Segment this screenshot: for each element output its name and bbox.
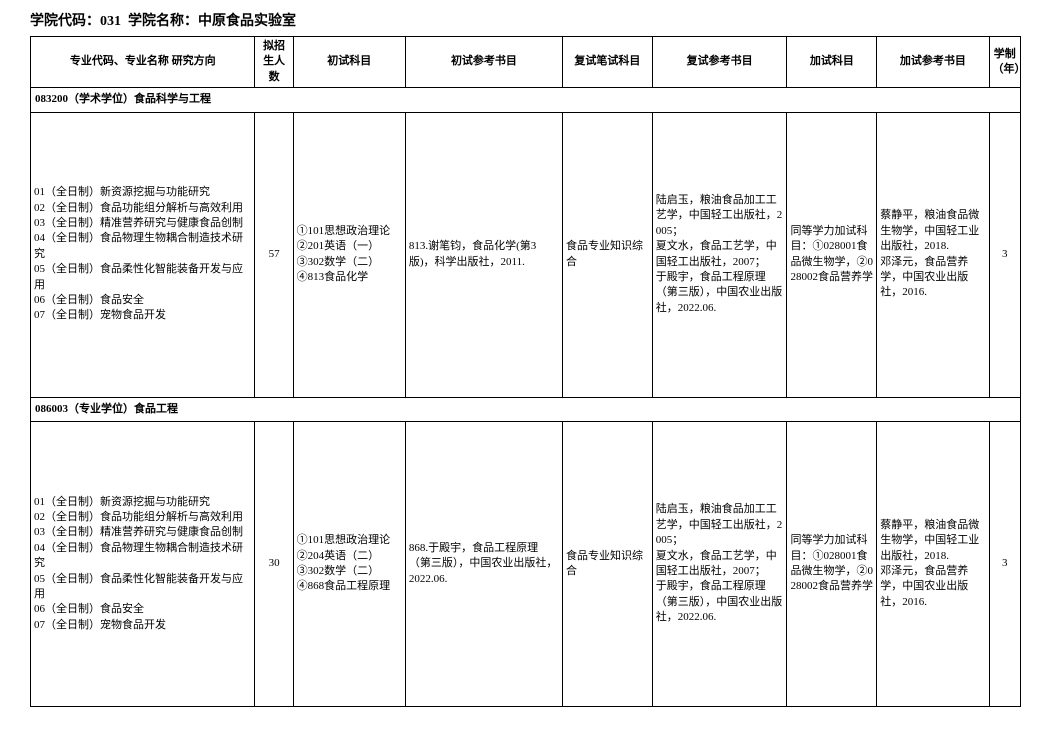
section-2-row: 01（全日制）新资源挖掘与功能研究 02（全日制）食品功能组分解析与高效利用 0…: [31, 421, 1021, 706]
s2-years: 3: [989, 421, 1021, 706]
col-prelim-subjects: 初试科目: [293, 37, 405, 88]
col-extra-refs: 加试参考书目: [877, 37, 989, 88]
col-years: 学制（年）: [989, 37, 1021, 88]
s2-directions: 01（全日制）新资源挖掘与功能研究 02（全日制）食品功能组分解析与高效利用 0…: [31, 421, 255, 706]
code-value: 031: [100, 14, 121, 29]
section-1-header: 083200（学术学位）食品科学与工程: [31, 88, 1021, 112]
s2-extra-refs: 蔡静平，粮油食品微生物学，中国轻工业出版社，2018. 邓泽元，食品营养学，中国…: [877, 421, 989, 706]
s1-retest-refs: 陆启玉，粮油食品加工工艺学，中国轻工出版社，2005； 夏文水，食品工艺学，中国…: [652, 112, 787, 397]
s2-prelim-refs: 868.于殿宇，食品工程原理（第三版），中国农业出版社，2022.06.: [405, 421, 562, 706]
s1-years: 3: [989, 112, 1021, 397]
s1-retest-subject: 食品专业知识综合: [563, 112, 653, 397]
page-title: 学院代码：031 学院名称：中原食品实验室: [30, 10, 1021, 30]
name-value: 中原食品实验室: [198, 14, 296, 29]
col-extra-subjects: 加试科目: [787, 37, 877, 88]
header-row: 专业代码、专业名称 研究方向 拟招生人数 初试科目 初试参考书目 复试笔试科目 …: [31, 37, 1021, 88]
s2-retest-refs: 陆启玉，粮油食品加工工艺学，中国轻工出版社，2005； 夏文水，食品工艺学，中国…: [652, 421, 787, 706]
section-2-header: 086003（专业学位）食品工程: [31, 397, 1021, 421]
s2-extra-subjects: 同等学力加试科目：①028001食品微生物学，②028002食品营养学: [787, 421, 877, 706]
code-label: 学院代码：: [30, 14, 100, 29]
s1-extra-subjects: 同等学力加试科目：①028001食品微生物学，②028002食品营养学: [787, 112, 877, 397]
program-table: 专业代码、专业名称 研究方向 拟招生人数 初试科目 初试参考书目 复试笔试科目 …: [30, 36, 1021, 707]
col-plan-count: 拟招生人数: [255, 37, 293, 88]
col-retest-subject: 复试笔试科目: [563, 37, 653, 88]
section-1-row: 01（全日制）新资源挖掘与功能研究 02（全日制）食品功能组分解析与高效利用 0…: [31, 112, 1021, 397]
s1-prelim-subjects: ①101思想政治理论 ②201英语（一） ③302数学（二） ④813食品化学: [293, 112, 405, 397]
section-1-title: 083200（学术学位）食品科学与工程: [31, 88, 1021, 112]
s1-directions: 01（全日制）新资源挖掘与功能研究 02（全日制）食品功能组分解析与高效利用 0…: [31, 112, 255, 397]
s2-retest-subject: 食品专业知识综合: [563, 421, 653, 706]
s2-num: 30: [255, 421, 293, 706]
s1-extra-refs: 蔡静平，粮油食品微生物学，中国轻工业出版社，2018. 邓泽元，食品营养学，中国…: [877, 112, 989, 397]
section-2-title: 086003（专业学位）食品工程: [31, 397, 1021, 421]
s1-prelim-refs: 813.谢笔钧，食品化学(第3版)，科学出版社，2011.: [405, 112, 562, 397]
s2-prelim-subjects: ①101思想政治理论 ②204英语（二） ③302数学（二） ④868食品工程原…: [293, 421, 405, 706]
col-retest-refs: 复试参考书目: [652, 37, 787, 88]
col-prelim-refs: 初试参考书目: [405, 37, 562, 88]
name-label: 学院名称：: [128, 14, 198, 29]
col-directions: 专业代码、专业名称 研究方向: [31, 37, 255, 88]
s1-num: 57: [255, 112, 293, 397]
